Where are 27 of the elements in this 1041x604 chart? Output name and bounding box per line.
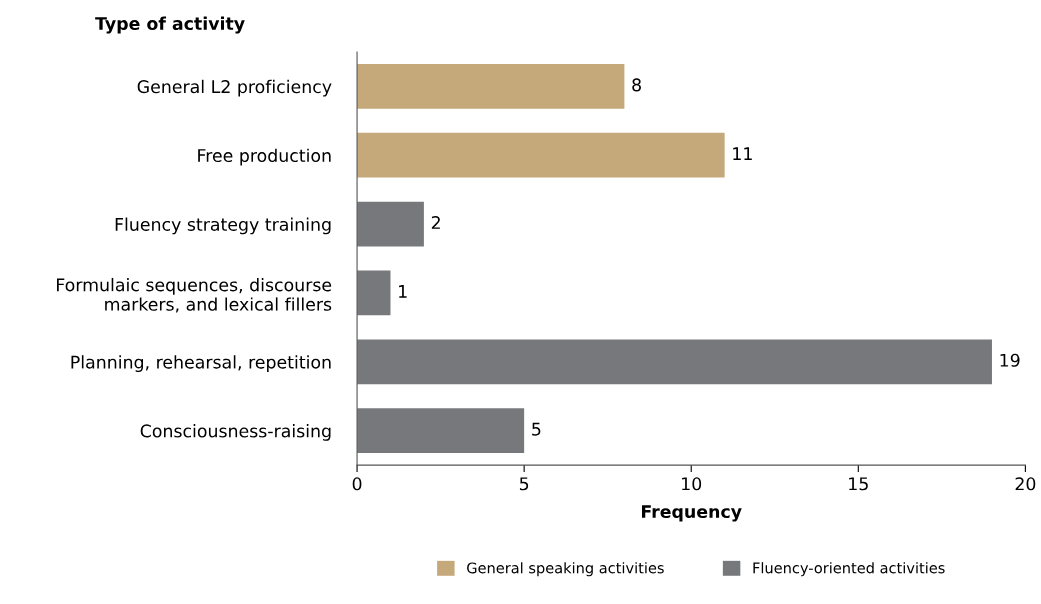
legend-label: Fluency-oriented activities	[753, 562, 945, 577]
y-tick-label: Formulaic sequences, discourse markers, and lexical fillers	[57, 277, 332, 313]
data-label: 11	[733, 147, 752, 161]
x-tick-label: 5	[519, 477, 529, 491]
bar	[357, 201, 424, 247]
data-label: 2	[431, 215, 440, 229]
x-tick-label: 0	[352, 477, 362, 491]
bar	[357, 63, 625, 109]
y-tick-label: Planning, rehearsal, repetition	[71, 355, 331, 372]
x-tick-label: 10	[682, 477, 702, 491]
y-tick-label: General L2 proficiency	[137, 79, 332, 97]
bar	[357, 270, 391, 316]
bar	[357, 339, 992, 385]
bar	[357, 132, 725, 178]
y-tick-label: Fluency strategy training	[115, 217, 331, 235]
data-label: 19	[1000, 353, 1020, 367]
data-label: 1	[399, 285, 407, 298]
data-label: 5	[532, 422, 541, 436]
y-tick-label: Consciousness-raising	[140, 424, 331, 441]
x-axis-title: Frequency	[642, 505, 742, 522]
data-label: 8	[632, 78, 641, 92]
x-tick-label: 15	[849, 477, 868, 491]
y-tick-label: Free production	[198, 148, 331, 166]
y-axis-title: Type of activity	[95, 16, 245, 34]
x-tick-label: 20	[1015, 477, 1036, 491]
bar	[357, 408, 525, 454]
legend-label: General speaking activities	[467, 562, 664, 577]
